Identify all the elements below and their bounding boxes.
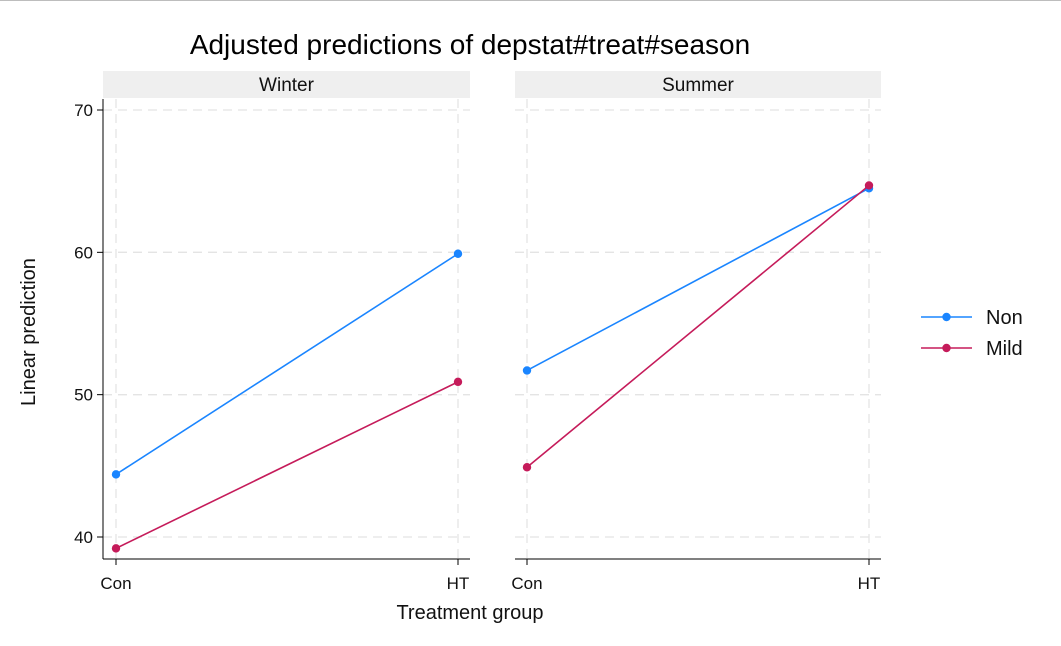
- legend-item-mild: Mild: [921, 338, 1023, 360]
- window-top-border: [0, 0, 1061, 1]
- y-tick-label-50: 50: [74, 386, 93, 405]
- point-mild-con: [111, 544, 121, 553]
- legend: Non Mild: [921, 307, 1023, 360]
- x-tick-label-ht: HT: [447, 574, 470, 593]
- series-line-mild: [526, 184, 870, 468]
- point-non-ht: [453, 249, 463, 258]
- series-line-non: [115, 253, 459, 476]
- y-tick-label-70: 70: [74, 101, 93, 120]
- strip-label-summer: Summer: [662, 75, 734, 96]
- x-tick-label-ht: HT: [858, 574, 881, 593]
- x-tick-label-con: Con: [100, 574, 131, 593]
- legend-marker-mild: [942, 343, 951, 353]
- x-tick-label-con: Con: [511, 574, 542, 593]
- legend-marker-non: [942, 312, 951, 322]
- panels-group: Winter Con HT 40 50 60 70 Summer Con HT: [74, 71, 881, 593]
- point-non-con: [111, 470, 121, 479]
- point-mild-ht: [453, 377, 463, 387]
- chart-title: Adjusted predictions of depstat#treat#se…: [190, 29, 750, 60]
- point-non-con: [522, 366, 532, 375]
- y-tick-label-40: 40: [74, 528, 93, 547]
- point-mild-ht: [864, 181, 874, 190]
- strip-label-winter: Winter: [259, 75, 315, 96]
- strip-winter: [103, 71, 470, 98]
- legend-label-mild: Mild: [986, 338, 1023, 360]
- series-line-non: [526, 187, 870, 372]
- y-tick-label-60: 60: [74, 243, 93, 262]
- strip-summer: [515, 71, 881, 98]
- legend-label-non: Non: [986, 307, 1023, 329]
- legend-item-non: Non: [921, 307, 1023, 329]
- x-axis-title: Treatment group: [396, 602, 543, 624]
- series-line-mild: [115, 381, 459, 550]
- panel-summer: Summer Con HT: [511, 71, 881, 593]
- y-axis-title: Linear prediction: [18, 258, 40, 406]
- panel-winter: Winter Con HT 40 50 60 70: [74, 71, 470, 593]
- point-mild-con: [522, 463, 532, 472]
